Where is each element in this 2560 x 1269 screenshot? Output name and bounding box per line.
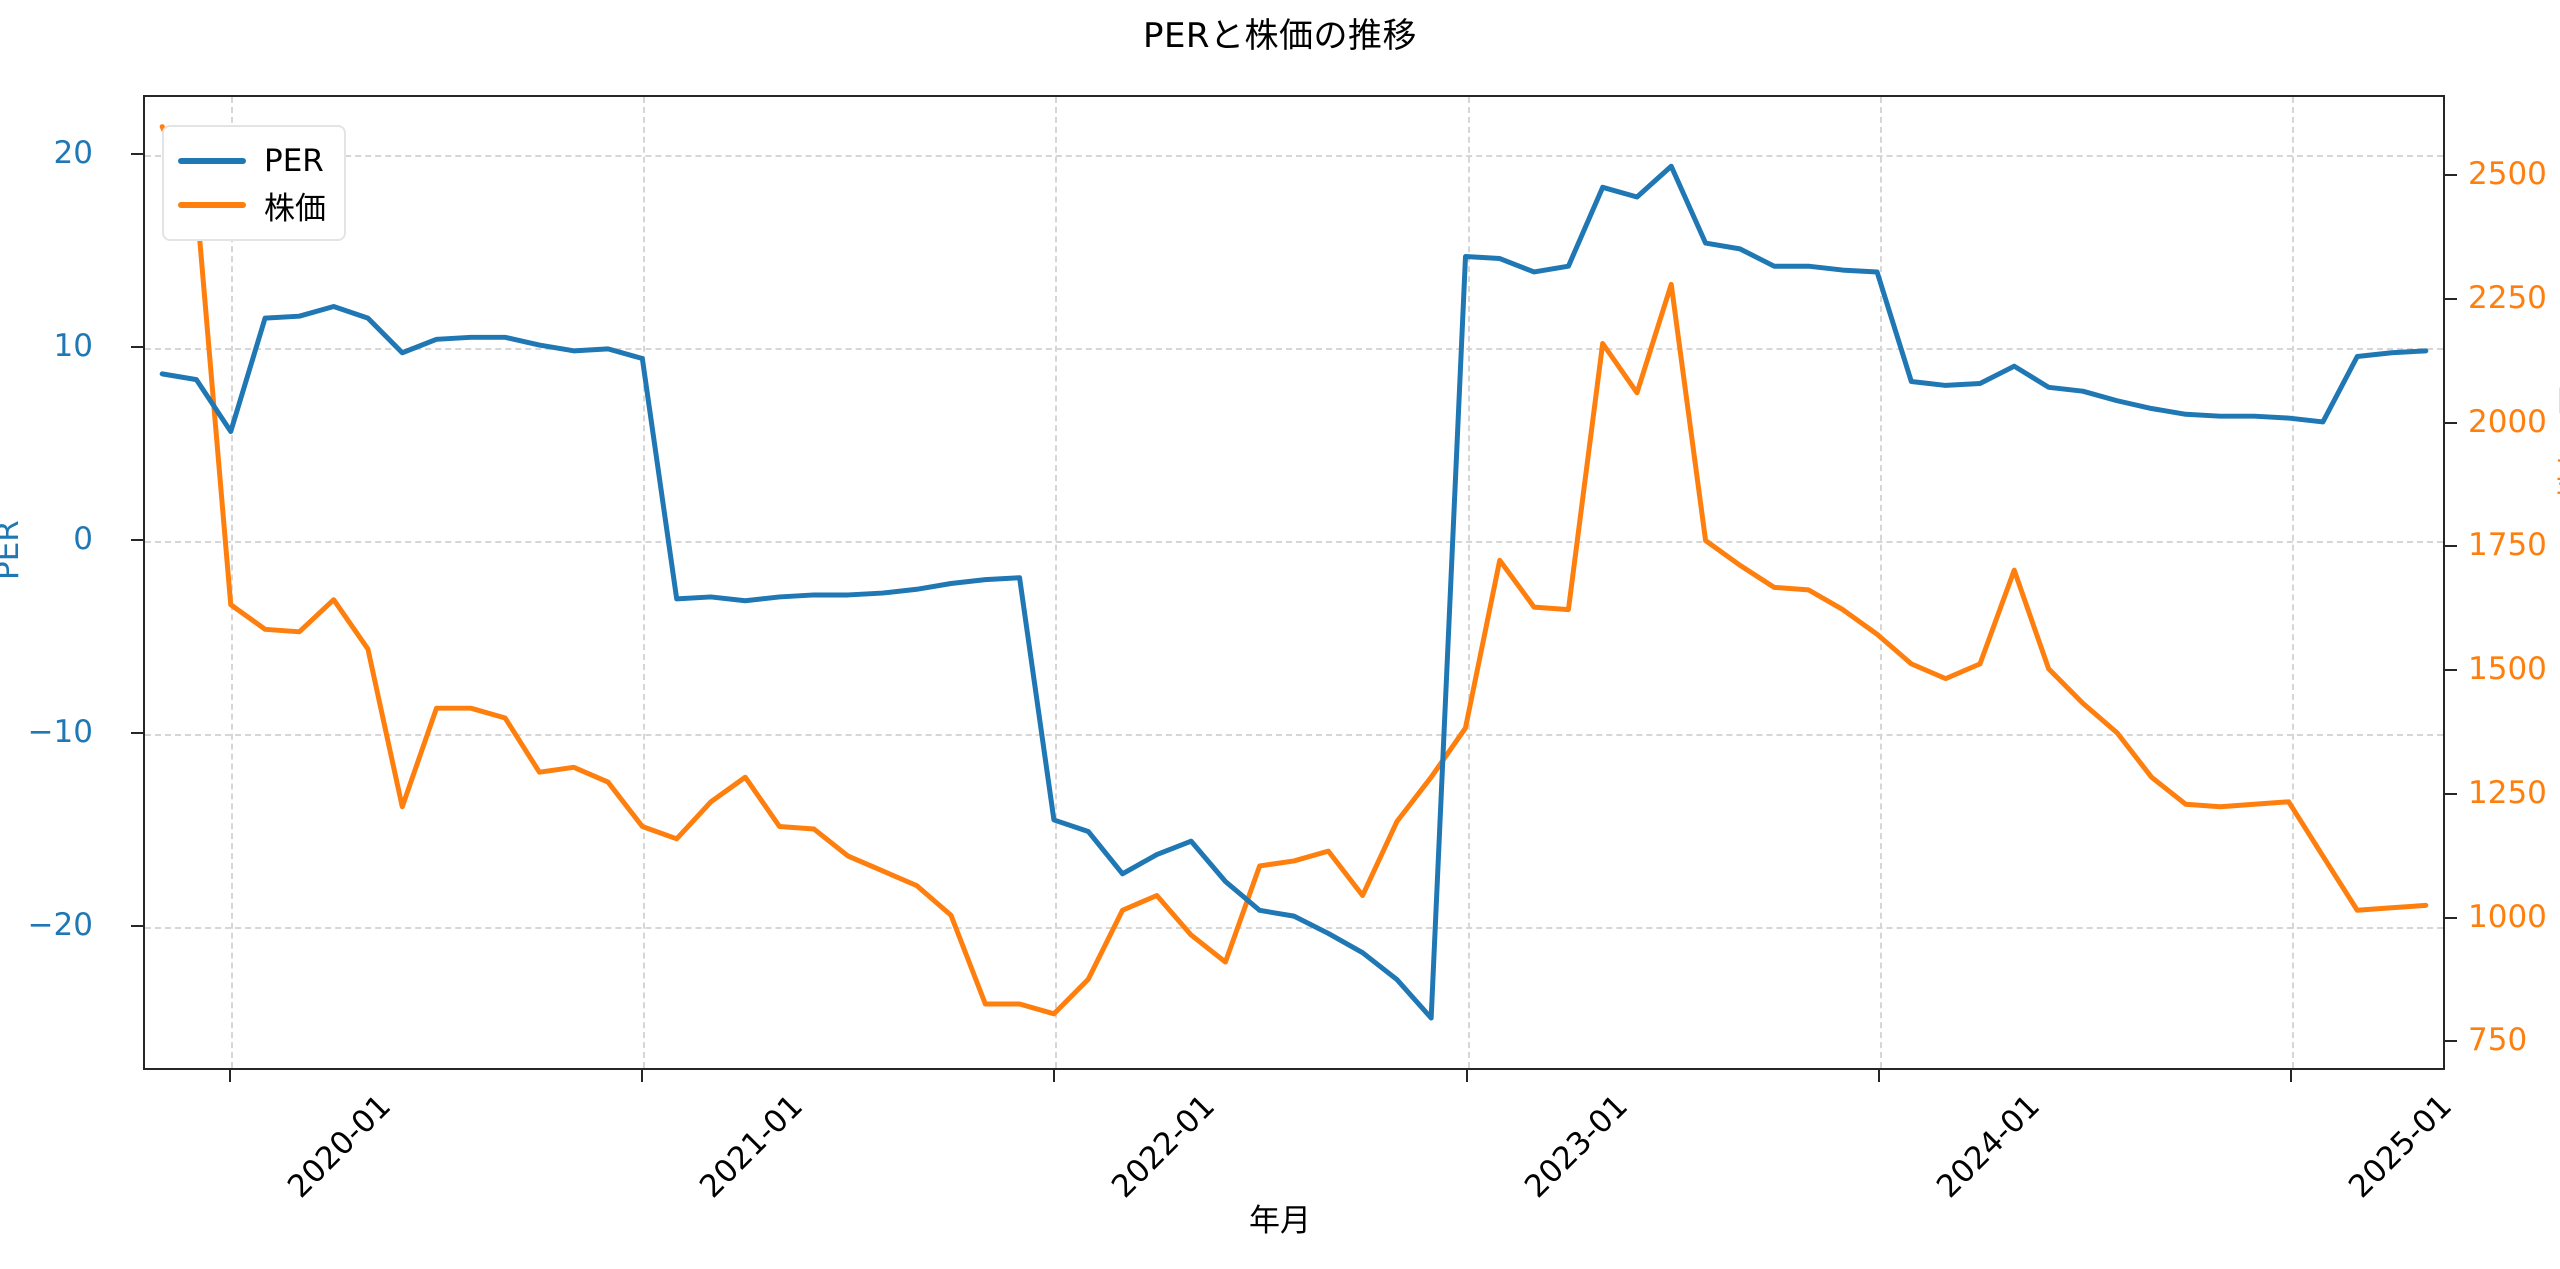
legend-item-per: PER — [178, 139, 326, 183]
x-axis-tickmark — [641, 1070, 644, 1082]
y-axis-right-tickmark — [2445, 669, 2457, 672]
gridline-vertical — [1055, 97, 1058, 1068]
gridline-horizontal — [145, 347, 2443, 350]
y-axis-right-tick-label: 1750 — [2468, 527, 2547, 564]
y-axis-right-tick-label: 750 — [2468, 1022, 2528, 1059]
y-axis-left-tickmark — [131, 345, 143, 348]
legend-swatch-per — [178, 158, 246, 164]
gridline-vertical — [2292, 97, 2295, 1068]
line-kabuka — [159, 124, 2429, 1017]
y-axis-right-tick-label: 1500 — [2468, 651, 2547, 688]
y-axis-right-tickmark — [2445, 421, 2457, 424]
y-axis-right-label: 株価 (円) — [2556, 372, 2560, 500]
x-axis-tick-label: 2021-01 — [693, 1088, 811, 1206]
gridline-horizontal — [145, 927, 2443, 930]
x-axis-tick-label: 2022-01 — [1105, 1088, 1223, 1206]
legend-item-kabuka: 株価 — [178, 183, 326, 227]
x-axis-tickmark — [1878, 1070, 1881, 1082]
gridline-horizontal — [145, 541, 2443, 544]
gridline-horizontal — [145, 734, 2443, 737]
y-axis-left-tick-label: −10 — [27, 714, 93, 751]
chart-legend: PER 株価 — [162, 125, 346, 241]
x-axis-tickmark — [1053, 1070, 1056, 1082]
y-axis-left-tick-label: 10 — [53, 327, 93, 364]
x-axis-tick-label: 2024-01 — [1930, 1088, 2048, 1206]
y-axis-right-tickmark — [2445, 916, 2457, 919]
gridline-vertical — [1880, 97, 1883, 1068]
y-axis-left-tickmark — [131, 152, 143, 155]
y-axis-left-tickmark — [131, 732, 143, 735]
x-axis-tickmark — [228, 1070, 231, 1082]
legend-swatch-kabuka — [178, 202, 246, 208]
y-axis-left-tick-label: 20 — [53, 134, 93, 171]
y-axis-left-label: PER — [0, 520, 26, 580]
plot-area — [143, 95, 2445, 1070]
x-axis-tick-label: 2025-01 — [2342, 1088, 2460, 1206]
y-axis-left-tick-label: 0 — [73, 521, 93, 558]
gridline-vertical — [230, 97, 233, 1068]
y-axis-left-tickmark — [131, 539, 143, 542]
y-axis-right-tickmark — [2445, 297, 2457, 300]
x-axis-tick-label: 2020-01 — [280, 1088, 398, 1206]
gridline-horizontal — [145, 154, 2443, 157]
x-axis-tick-label: 2023-01 — [1517, 1088, 1635, 1206]
y-axis-right-tickmark — [2445, 1040, 2457, 1043]
y-axis-right-tickmark — [2445, 174, 2457, 177]
y-axis-right-tickmark — [2445, 792, 2457, 795]
x-axis-label: 年月 — [1249, 1203, 1311, 1239]
line-per — [159, 163, 2429, 1021]
gridline-vertical — [1467, 97, 1470, 1068]
x-axis-tickmark — [2290, 1070, 2293, 1082]
y-axis-right-tick-label: 2500 — [2468, 156, 2547, 193]
legend-label-per: PER — [264, 143, 324, 179]
chart-title: PERと株価の推移 — [1142, 16, 1418, 56]
y-axis-right-tick-label: 2000 — [2468, 403, 2547, 440]
y-axis-right-tickmark — [2445, 545, 2457, 548]
x-axis-tickmark — [1465, 1070, 1468, 1082]
y-axis-right-tick-label: 1000 — [2468, 898, 2547, 935]
series-lines — [159, 124, 2429, 1021]
y-axis-right-tick-label: 2250 — [2468, 279, 2547, 316]
y-axis-left-tick-label: −20 — [27, 907, 93, 944]
y-axis-right-tick-label: 1250 — [2468, 774, 2547, 811]
y-axis-left-tickmark — [131, 925, 143, 928]
gridline-vertical — [643, 97, 646, 1068]
legend-label-kabuka: 株価 — [264, 190, 326, 227]
